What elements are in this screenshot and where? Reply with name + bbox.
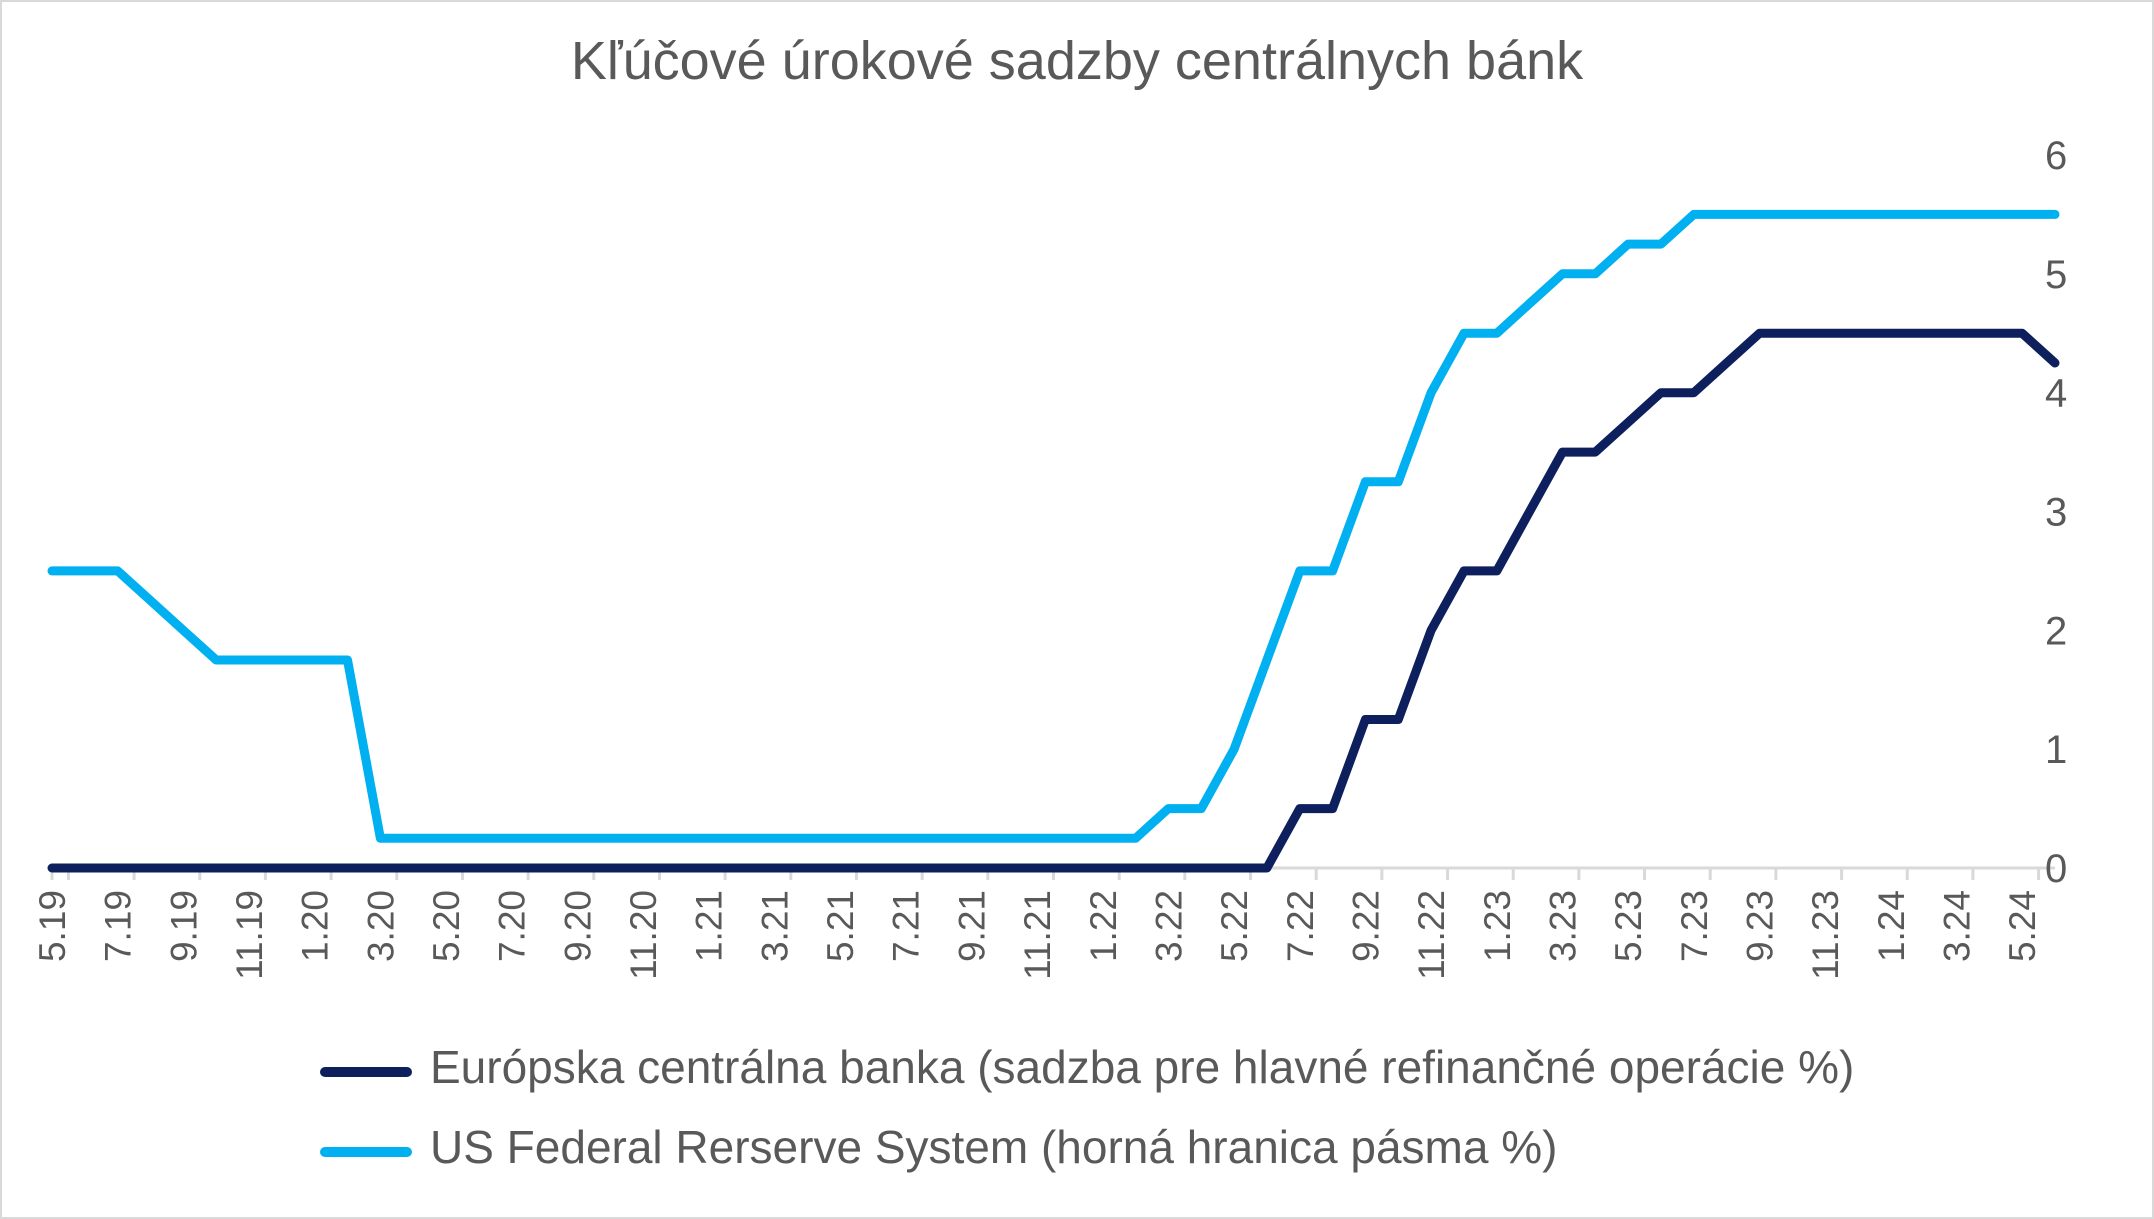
x-tick-label: 5.19 — [32, 890, 73, 962]
x-tick-label: 9.20 — [557, 890, 598, 962]
y-tick-label: 5 — [2045, 253, 2067, 297]
x-tick-label: 5.23 — [1608, 890, 1649, 962]
y-tick-label: 1 — [2045, 728, 2067, 772]
legend-label-fed: US Federal Rerserve System (horná hranic… — [430, 1121, 1558, 1173]
x-tick-label: 5.24 — [2002, 890, 2043, 962]
x-tick-label: 3.22 — [1148, 890, 1189, 962]
x-tick-label: 5.20 — [426, 890, 467, 962]
x-tick-label: 11.19 — [229, 890, 270, 980]
legend-swatch-ecb — [320, 1067, 412, 1077]
x-tick-label: 11.23 — [1805, 890, 1846, 980]
legend-label-ecb: Európska centrálna banka (sadzba pre hla… — [430, 1041, 1855, 1093]
y-tick-label: 3 — [2045, 491, 2067, 535]
y-tick-label: 6 — [2045, 134, 2067, 178]
x-tick-label: 9.22 — [1345, 890, 1386, 962]
series-line-ecb — [47, 328, 2060, 873]
x-tick-label: 5.22 — [1214, 890, 1255, 962]
x-tick-label: 11.22 — [1411, 890, 1452, 980]
x-tick-label: 7.19 — [98, 890, 139, 962]
x-tick-label: 1.21 — [689, 890, 730, 962]
x-tick-label: 3.20 — [360, 890, 401, 962]
y-tick-label: 2 — [2045, 609, 2067, 653]
x-tick-label: 9.21 — [951, 890, 992, 962]
x-tick-label: 1.23 — [1477, 890, 1518, 962]
axis-group: 0 1 2 3 4 5 6 5.19 7.19 9.19 11.19 1.20 3.20 5.20 7.20… — [32, 134, 2067, 980]
x-tick-label: 7.22 — [1280, 890, 1321, 962]
x-tick-label: 11.20 — [623, 890, 664, 980]
x-tick-label: 11.21 — [1017, 890, 1058, 980]
x-tick-label: 7.20 — [492, 890, 533, 962]
y-tick-label: 4 — [2045, 372, 2067, 416]
x-tick-label: 5.21 — [820, 890, 861, 962]
x-tick-label: 3.23 — [1542, 890, 1583, 962]
legend-item-fed[interactable]: US Federal Rerserve System (horná hranic… — [320, 1120, 2020, 1180]
y-tick-label: 0 — [2045, 847, 2067, 891]
x-tick-label: 1.22 — [1083, 890, 1124, 962]
x-tick-label: 9.23 — [1739, 890, 1780, 962]
x-tick-label: 9.19 — [163, 890, 204, 962]
chart-title: Kľúčové úrokové sadzby centrálnych bánk — [570, 31, 1584, 91]
series-group — [47, 209, 2060, 873]
x-tick-label: 7.21 — [886, 890, 927, 962]
x-tick-label: 1.24 — [1871, 890, 1912, 962]
x-tick-label: 3.24 — [1936, 890, 1977, 962]
series-line-fed — [47, 209, 2060, 843]
x-tick-label: 3.21 — [754, 890, 795, 962]
legend-swatch-fed — [320, 1147, 412, 1157]
x-tick-label: 7.23 — [1674, 890, 1715, 962]
legend-item-ecb[interactable]: Európska centrálna banka (sadzba pre hla… — [320, 1040, 2020, 1100]
x-tick-label: 1.20 — [295, 890, 336, 962]
